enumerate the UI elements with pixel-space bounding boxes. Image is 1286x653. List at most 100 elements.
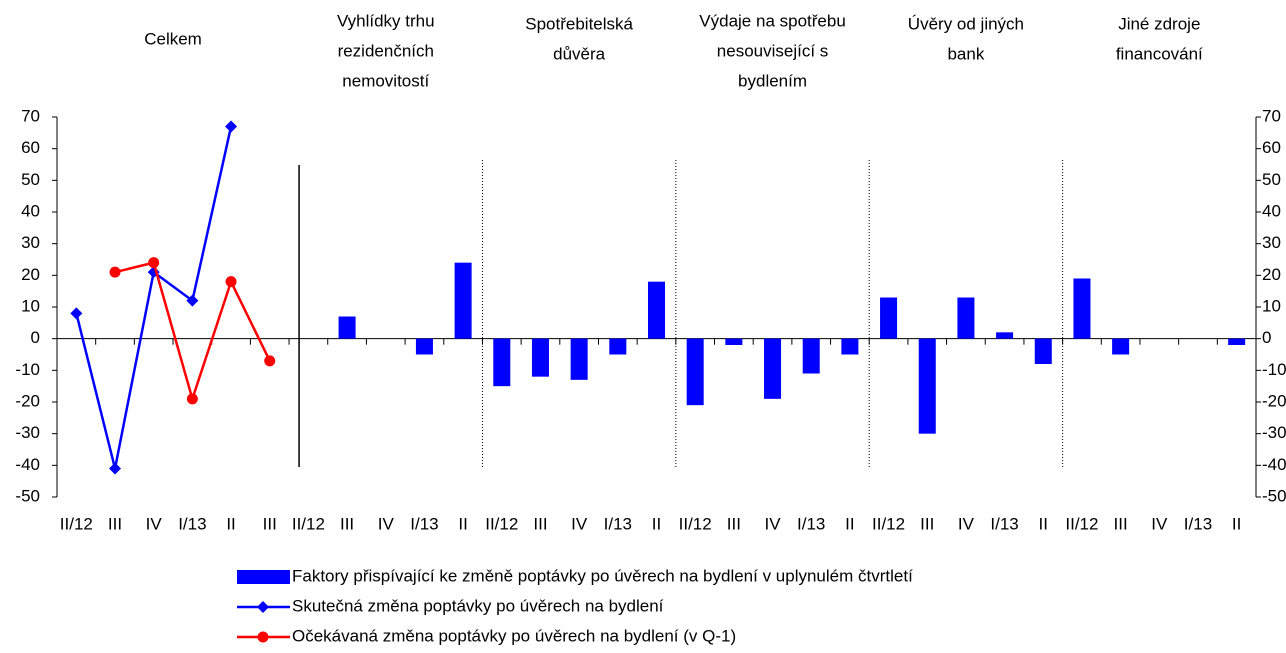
- x-tick-label: III: [1114, 514, 1128, 533]
- marker: [148, 257, 160, 269]
- x-tick-label: II/12: [485, 514, 518, 533]
- bar: [725, 338, 743, 345]
- bar: [686, 338, 704, 406]
- bar: [880, 297, 898, 339]
- y2-tick-label: -40: [1262, 455, 1286, 474]
- marker: [109, 266, 121, 278]
- bar: [415, 338, 433, 355]
- group-title: bydlením: [738, 71, 807, 90]
- y2-tick-label: -50: [1262, 486, 1286, 505]
- bar: [647, 281, 666, 339]
- x-tick-label: II/12: [872, 514, 905, 533]
- y-tick-label: 0: [31, 328, 40, 347]
- x-tick-label: II/12: [60, 514, 93, 533]
- x-tick-label: III: [920, 514, 934, 533]
- group-title: bank: [947, 44, 984, 63]
- x-tick-label: IV: [378, 514, 395, 533]
- marker: [264, 355, 276, 367]
- group-title: nesouvisející s: [717, 41, 829, 60]
- x-tick-label: IV: [958, 514, 975, 533]
- legend-label: Skutečná změna poptávky po úvěrech na by…: [292, 596, 664, 615]
- y-tick-label: 60: [21, 138, 40, 157]
- x-tick-label: III: [263, 514, 277, 533]
- bar: [609, 338, 627, 355]
- x-tick-label: I/13: [178, 514, 206, 533]
- group-title: rezidenčních: [338, 41, 434, 60]
- x-tick-label: II: [458, 514, 467, 533]
- x-tick-label: I/13: [410, 514, 438, 533]
- marker: [70, 307, 83, 320]
- legend-marker: [257, 601, 269, 613]
- bar: [1228, 338, 1246, 345]
- y2-tick-label: 70: [1262, 106, 1281, 125]
- group-title: Výdaje na spotřebu: [699, 11, 846, 30]
- x-tick-label: III: [340, 514, 354, 533]
- bar: [531, 338, 549, 377]
- y-tick-label: -10: [15, 360, 40, 379]
- bar: [841, 338, 859, 355]
- y2-tick-label: 30: [1262, 233, 1281, 252]
- y-tick-label: 40: [21, 201, 40, 220]
- legend-label: Faktory přispívající ke změně poptávky p…: [292, 566, 913, 585]
- y2-tick-label: 50: [1262, 170, 1281, 189]
- group-title: důvěra: [553, 44, 606, 63]
- y-tick-label: -30: [15, 423, 40, 442]
- x-tick-label: I/13: [797, 514, 825, 533]
- x-tick-label: III: [108, 514, 122, 533]
- bar: [338, 316, 356, 339]
- bar: [802, 338, 820, 374]
- x-tick-label: IV: [765, 514, 782, 533]
- bar: [957, 297, 975, 339]
- x-tick-label: III: [727, 514, 741, 533]
- y2-tick-label: 60: [1262, 138, 1281, 157]
- bar: [918, 338, 936, 434]
- marker: [186, 294, 199, 307]
- y2-tick-label: 10: [1262, 296, 1281, 315]
- y2-tick-label: -10: [1262, 360, 1286, 379]
- x-tick-label: IV: [146, 514, 163, 533]
- y-tick-label: -20: [15, 391, 40, 410]
- y2-tick-label: -20: [1262, 391, 1286, 410]
- bar: [1034, 338, 1052, 364]
- group-title: Spotřebitelská: [525, 14, 633, 33]
- y-tick-label: 70: [21, 106, 40, 125]
- bar: [454, 262, 472, 339]
- y-tick-label: 50: [21, 170, 40, 189]
- x-tick-label: I/13: [604, 514, 632, 533]
- y-tick-label: -50: [15, 486, 40, 505]
- bar: [570, 338, 588, 380]
- x-tick-label: II/12: [679, 514, 712, 533]
- y2-tick-label: 0: [1262, 328, 1271, 347]
- y-tick-label: 30: [21, 233, 40, 252]
- group-title: financování: [1116, 44, 1203, 63]
- y2-tick-label: -30: [1262, 423, 1286, 442]
- x-tick-label: II: [1232, 514, 1241, 533]
- y2-tick-label: 20: [1262, 265, 1281, 284]
- group-title: Úvěry od jiných: [908, 14, 1024, 33]
- marker: [225, 276, 237, 288]
- y-tick-label: 10: [21, 296, 40, 315]
- x-tick-label: II: [226, 514, 235, 533]
- group-title: Celkem: [144, 29, 202, 48]
- y-tick-label: -40: [15, 455, 40, 474]
- bar: [493, 338, 511, 387]
- x-tick-label: IV: [1151, 514, 1168, 533]
- marker: [109, 462, 122, 475]
- x-tick-label: II: [652, 514, 661, 533]
- group-title: Jiné zdroje: [1118, 14, 1200, 33]
- legend-swatch: [237, 570, 290, 584]
- x-tick-label: I/13: [990, 514, 1018, 533]
- line: [75, 126, 233, 469]
- line: [114, 261, 271, 404]
- group-title: Vyhlídky trhu: [337, 11, 435, 30]
- x-tick-label: II/12: [1065, 514, 1098, 533]
- x-tick-label: II/12: [292, 514, 325, 533]
- bar: [996, 332, 1014, 339]
- x-tick-label: II: [1039, 514, 1048, 533]
- y-tick-label: 20: [21, 265, 40, 284]
- bar: [1112, 338, 1130, 355]
- marker: [186, 393, 198, 405]
- legend-label: Očekávaná změna poptávky po úvěrech na b…: [292, 626, 736, 645]
- marker: [225, 120, 238, 133]
